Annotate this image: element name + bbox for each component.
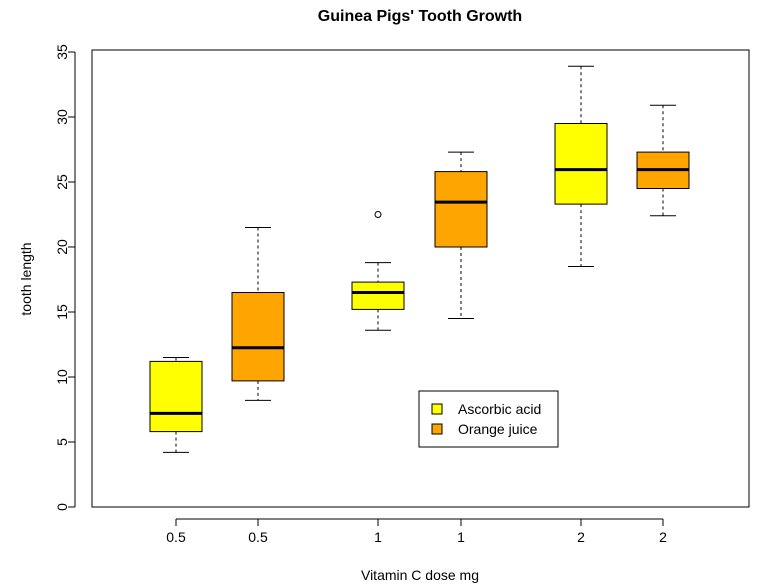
box-4	[554, 65, 608, 267]
x-tick-label: 1	[374, 529, 382, 545]
plot-frame	[91, 49, 750, 508]
y-tick-label: 10	[54, 369, 70, 385]
y-axis: 0 5 10 15 20 25 30 35	[54, 44, 76, 511]
iqr-box	[231, 292, 285, 382]
y-tick-label: 30	[54, 109, 70, 125]
outlier-point	[374, 211, 382, 218]
x-tick-label: 0.5	[166, 529, 186, 545]
iqr-box	[149, 360, 203, 433]
x-axis-label: Vitamin C dose mg	[361, 567, 479, 583]
legend-label-orange-juice: Orange juice	[458, 421, 538, 437]
iqr-box	[554, 123, 608, 205]
boxes	[149, 65, 690, 453]
legend-label-ascorbic-acid: Ascorbic acid	[458, 401, 541, 417]
y-tick-label: 35	[54, 44, 70, 60]
box-2	[351, 211, 405, 331]
legend: Ascorbic acid Orange juice	[418, 390, 559, 448]
x-axis: 0.5 0.5 1 1 2 2	[166, 518, 667, 545]
box-3	[434, 151, 488, 319]
legend-swatch-ascorbic-acid	[431, 403, 443, 415]
iqr-box	[351, 281, 405, 310]
x-tick-label: 1	[457, 529, 465, 545]
chart-title: Guinea Pigs' Tooth Growth	[318, 8, 522, 25]
y-axis-label: tooth length	[18, 242, 34, 315]
box-0	[149, 357, 203, 453]
y-tick-label: 5	[54, 438, 70, 446]
legend-box	[418, 390, 559, 448]
y-tick-label: 25	[54, 174, 70, 190]
x-tick-label: 2	[659, 529, 667, 545]
iqr-box	[434, 171, 488, 248]
y-tick-label: 15	[54, 304, 70, 320]
legend-swatch-orange-juice	[431, 423, 443, 435]
box-1	[231, 227, 285, 401]
x-tick-label: 0.5	[248, 529, 268, 545]
y-tick-label: 0	[54, 503, 70, 511]
box-5	[636, 104, 690, 217]
x-tick-label: 2	[577, 529, 585, 545]
y-tick-label: 20	[54, 239, 70, 255]
